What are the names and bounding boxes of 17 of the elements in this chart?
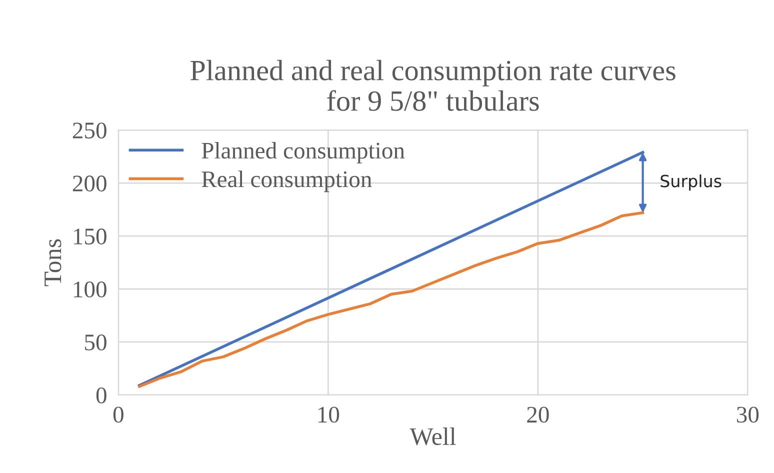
y-tick-label: 250	[72, 122, 106, 138]
annotation: Surplus	[660, 174, 722, 191]
x-tick-label: 0	[113, 406, 124, 423]
chart-title: Planned and real consumption rate curves for 9 5/8" tubulars	[190, 60, 676, 111]
y-tick-label: 50	[85, 334, 106, 350]
y-tick-label: 150	[74, 228, 106, 244]
line-series	[138, 211, 644, 388]
x-tick-label: 30	[737, 406, 759, 423]
y-tick-label: 0	[96, 387, 106, 404]
y-tick-label: 200	[72, 176, 106, 192]
x-axis-title: Well	[410, 427, 456, 446]
y-tick-label: 100	[74, 281, 106, 298]
legend-label: Planned consumption	[202, 142, 405, 164]
x-tick-label: 20	[527, 406, 549, 423]
x-tick-label: 10	[318, 406, 340, 423]
legend-label: Real consumption	[202, 170, 372, 192]
y-axis-title: Tons	[44, 239, 62, 286]
